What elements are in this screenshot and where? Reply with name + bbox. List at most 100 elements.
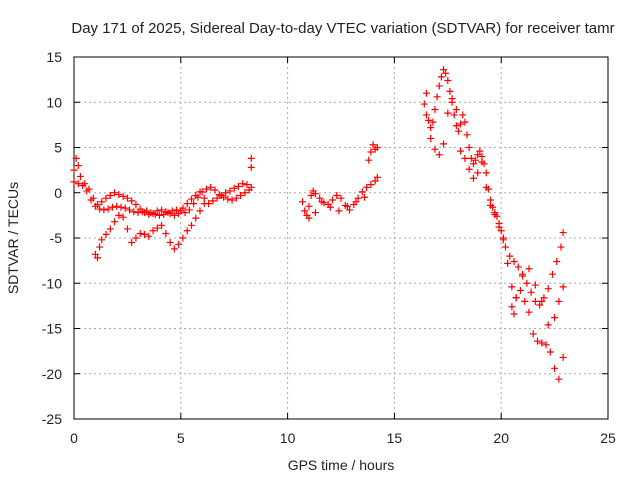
data-point [472,156,480,164]
data-point [117,203,125,211]
data-point [102,194,110,202]
data-point [149,227,157,235]
data-point [474,169,482,177]
data-point [115,211,123,219]
data-point [121,204,129,212]
y-tick-label: -5 [50,230,63,246]
data-point [305,202,313,210]
data-point [544,321,552,329]
data-point [358,188,366,196]
data-point [91,250,99,258]
x-tick-label: 5 [177,430,185,446]
series-arc4 [247,154,255,171]
data-point [143,207,151,215]
y-tick-label: -25 [42,411,62,427]
data-point [202,185,210,193]
data-point [123,225,131,233]
data-point [70,166,78,174]
data-point [83,187,91,195]
data-point [104,205,112,213]
data-point [74,162,82,170]
data-point [207,183,215,191]
data-point [224,195,232,203]
data-point [363,183,371,191]
data-point [145,232,153,240]
data-point [247,163,255,171]
data-point [469,160,477,168]
x-axis-label: GPS time / hours [288,457,395,473]
data-point [213,194,221,202]
data-point [226,187,234,195]
data-point [525,265,533,273]
data-point [461,118,469,126]
data-point [153,224,161,232]
data-point [431,105,439,113]
data-point [440,140,448,148]
data-point [173,206,181,214]
data-point [328,196,336,204]
data-point [506,252,514,260]
data-point [512,294,520,302]
data-point [553,258,561,266]
data-point [132,234,140,242]
data-point [247,154,255,162]
data-point [516,286,524,294]
data-point [155,211,163,219]
data-point [134,209,142,217]
series-arc8 [422,95,567,383]
data-point [170,245,178,253]
data-point [335,207,343,215]
data-point [525,308,533,316]
data-point [311,209,319,217]
data-point [474,151,482,159]
data-point [523,279,531,287]
x-tick-label: 25 [600,430,616,446]
data-point [96,243,104,251]
data-point [431,145,439,153]
data-point [237,191,245,199]
data-point [457,147,465,155]
series-arc2 [70,178,253,219]
y-axis-label: SDTVAR / TECUs [5,182,21,294]
data-point [514,263,522,271]
y-tick-label: 15 [46,49,62,65]
data-point [333,191,341,199]
data-point [499,236,507,244]
data-point [147,209,155,217]
data-point [452,122,460,130]
series-arc9 [508,265,567,329]
data-point [215,191,223,199]
data-point [495,223,503,231]
data-point [422,89,430,97]
data-point [369,141,377,149]
grid [74,57,608,419]
y-tick-label: -15 [42,321,62,337]
data-point [183,200,191,208]
data-point [200,200,208,208]
data-point [346,206,354,214]
data-point [194,193,202,201]
data-points [70,66,567,383]
data-point [551,314,559,322]
series-arc6 [305,141,381,222]
data-point [478,158,486,166]
data-point [241,189,249,197]
y-tick-label: -20 [42,366,62,382]
data-point [508,303,516,311]
data-point [128,197,136,205]
data-point [185,206,193,214]
data-point [510,310,518,318]
data-point [365,156,373,164]
data-point [435,82,443,90]
data-point [318,198,326,206]
data-point [72,154,80,162]
data-point [427,134,435,142]
data-point [373,144,381,151]
data-point [168,207,176,215]
data-point [79,182,87,190]
data-point [555,375,563,383]
data-point [93,254,101,262]
data-point [106,225,114,233]
axis-ticks [73,56,609,420]
data-point [373,173,381,181]
